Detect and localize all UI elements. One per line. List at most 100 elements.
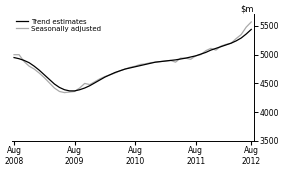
Seasonally adjusted (250, 21, 253, 23)
Trend estimates (73, 90, 76, 92)
Seasonally adjusted (12, 54, 16, 56)
Seasonally adjusted (234, 38, 238, 40)
Legend: Trend estimates, Seasonally adjusted: Trend estimates, Seasonally adjusted (15, 18, 102, 32)
Trend estimates (194, 55, 198, 57)
Seasonally adjusted (33, 68, 36, 70)
Seasonally adjusted (229, 42, 233, 44)
Seasonally adjusted (174, 61, 177, 63)
Seasonally adjusted (239, 33, 243, 36)
Trend estimates (83, 87, 86, 89)
Seasonally adjusted (103, 75, 107, 78)
Seasonally adjusted (184, 57, 187, 59)
Trend estimates (169, 59, 172, 62)
Trend estimates (63, 89, 66, 91)
Seasonally adjusted (17, 54, 21, 56)
Trend estimates (38, 69, 41, 71)
Trend estimates (199, 53, 202, 55)
Seasonally adjusted (93, 81, 97, 83)
Seasonally adjusted (164, 60, 167, 62)
Trend estimates (48, 78, 51, 80)
Seasonally adjusted (219, 45, 223, 47)
Trend estimates (134, 66, 137, 68)
Seasonally adjusted (113, 72, 117, 74)
Trend estimates (184, 57, 187, 59)
Seasonally adjusted (98, 78, 102, 80)
Trend estimates (143, 63, 147, 65)
Trend estimates (138, 65, 142, 67)
Seasonally adjusted (73, 90, 76, 92)
Trend estimates (68, 90, 71, 92)
Trend estimates (93, 82, 97, 84)
Trend estimates (219, 46, 223, 48)
Trend estimates (33, 65, 36, 67)
Seasonally adjusted (108, 74, 112, 76)
Trend estimates (154, 61, 157, 63)
Seasonally adjusted (38, 72, 41, 74)
Trend estimates (123, 68, 127, 70)
Seasonally adjusted (58, 90, 61, 92)
Seasonally adjusted (189, 58, 192, 60)
Trend estimates (88, 85, 91, 87)
Seasonally adjusted (134, 65, 137, 67)
Trend estimates (189, 56, 192, 58)
Seasonally adjusted (22, 61, 26, 63)
Seasonally adjusted (27, 65, 31, 67)
Trend estimates (108, 74, 112, 76)
Trend estimates (204, 51, 207, 53)
Text: $m: $m (240, 4, 254, 13)
Seasonally adjusted (138, 63, 142, 65)
Trend estimates (149, 62, 152, 64)
Trend estimates (113, 72, 117, 74)
Trend estimates (58, 86, 61, 88)
Seasonally adjusted (214, 49, 218, 51)
Trend estimates (43, 74, 46, 76)
Seasonally adjusted (245, 26, 248, 28)
Trend estimates (239, 37, 243, 39)
Line: Trend estimates: Trend estimates (14, 29, 251, 91)
Trend estimates (53, 83, 56, 85)
Trend estimates (234, 40, 238, 42)
Trend estimates (103, 76, 107, 78)
Trend estimates (224, 44, 228, 46)
Seasonally adjusted (194, 55, 198, 57)
Seasonally adjusted (154, 61, 157, 63)
Trend estimates (17, 58, 21, 60)
Seasonally adjusted (143, 63, 147, 65)
Trend estimates (179, 58, 182, 60)
Seasonally adjusted (53, 87, 56, 89)
Trend estimates (174, 59, 177, 61)
Trend estimates (27, 62, 31, 64)
Seasonally adjusted (224, 43, 228, 45)
Seasonally adjusted (68, 91, 71, 93)
Seasonally adjusted (43, 77, 46, 79)
Seasonally adjusted (88, 83, 91, 86)
Trend estimates (209, 49, 213, 51)
Trend estimates (22, 59, 26, 62)
Trend estimates (164, 60, 167, 62)
Seasonally adjusted (63, 92, 66, 94)
Trend estimates (118, 70, 122, 72)
Trend estimates (229, 42, 233, 44)
Trend estimates (159, 61, 162, 63)
Seasonally adjusted (179, 57, 182, 59)
Seasonally adjusted (118, 70, 122, 72)
Trend estimates (214, 47, 218, 49)
Seasonally adjusted (209, 47, 213, 49)
Trend estimates (78, 89, 81, 91)
Seasonally adjusted (149, 62, 152, 64)
Seasonally adjusted (128, 66, 132, 68)
Seasonally adjusted (83, 82, 86, 84)
Line: Seasonally adjusted: Seasonally adjusted (14, 22, 251, 93)
Trend estimates (250, 28, 253, 30)
Trend estimates (12, 57, 16, 59)
Trend estimates (128, 67, 132, 69)
Trend estimates (98, 79, 102, 81)
Seasonally adjusted (123, 68, 127, 70)
Seasonally adjusted (204, 50, 207, 52)
Seasonally adjusted (199, 54, 202, 56)
Seasonally adjusted (169, 59, 172, 62)
Seasonally adjusted (48, 82, 51, 84)
Trend estimates (245, 33, 248, 35)
Seasonally adjusted (78, 87, 81, 89)
Seasonally adjusted (159, 61, 162, 63)
